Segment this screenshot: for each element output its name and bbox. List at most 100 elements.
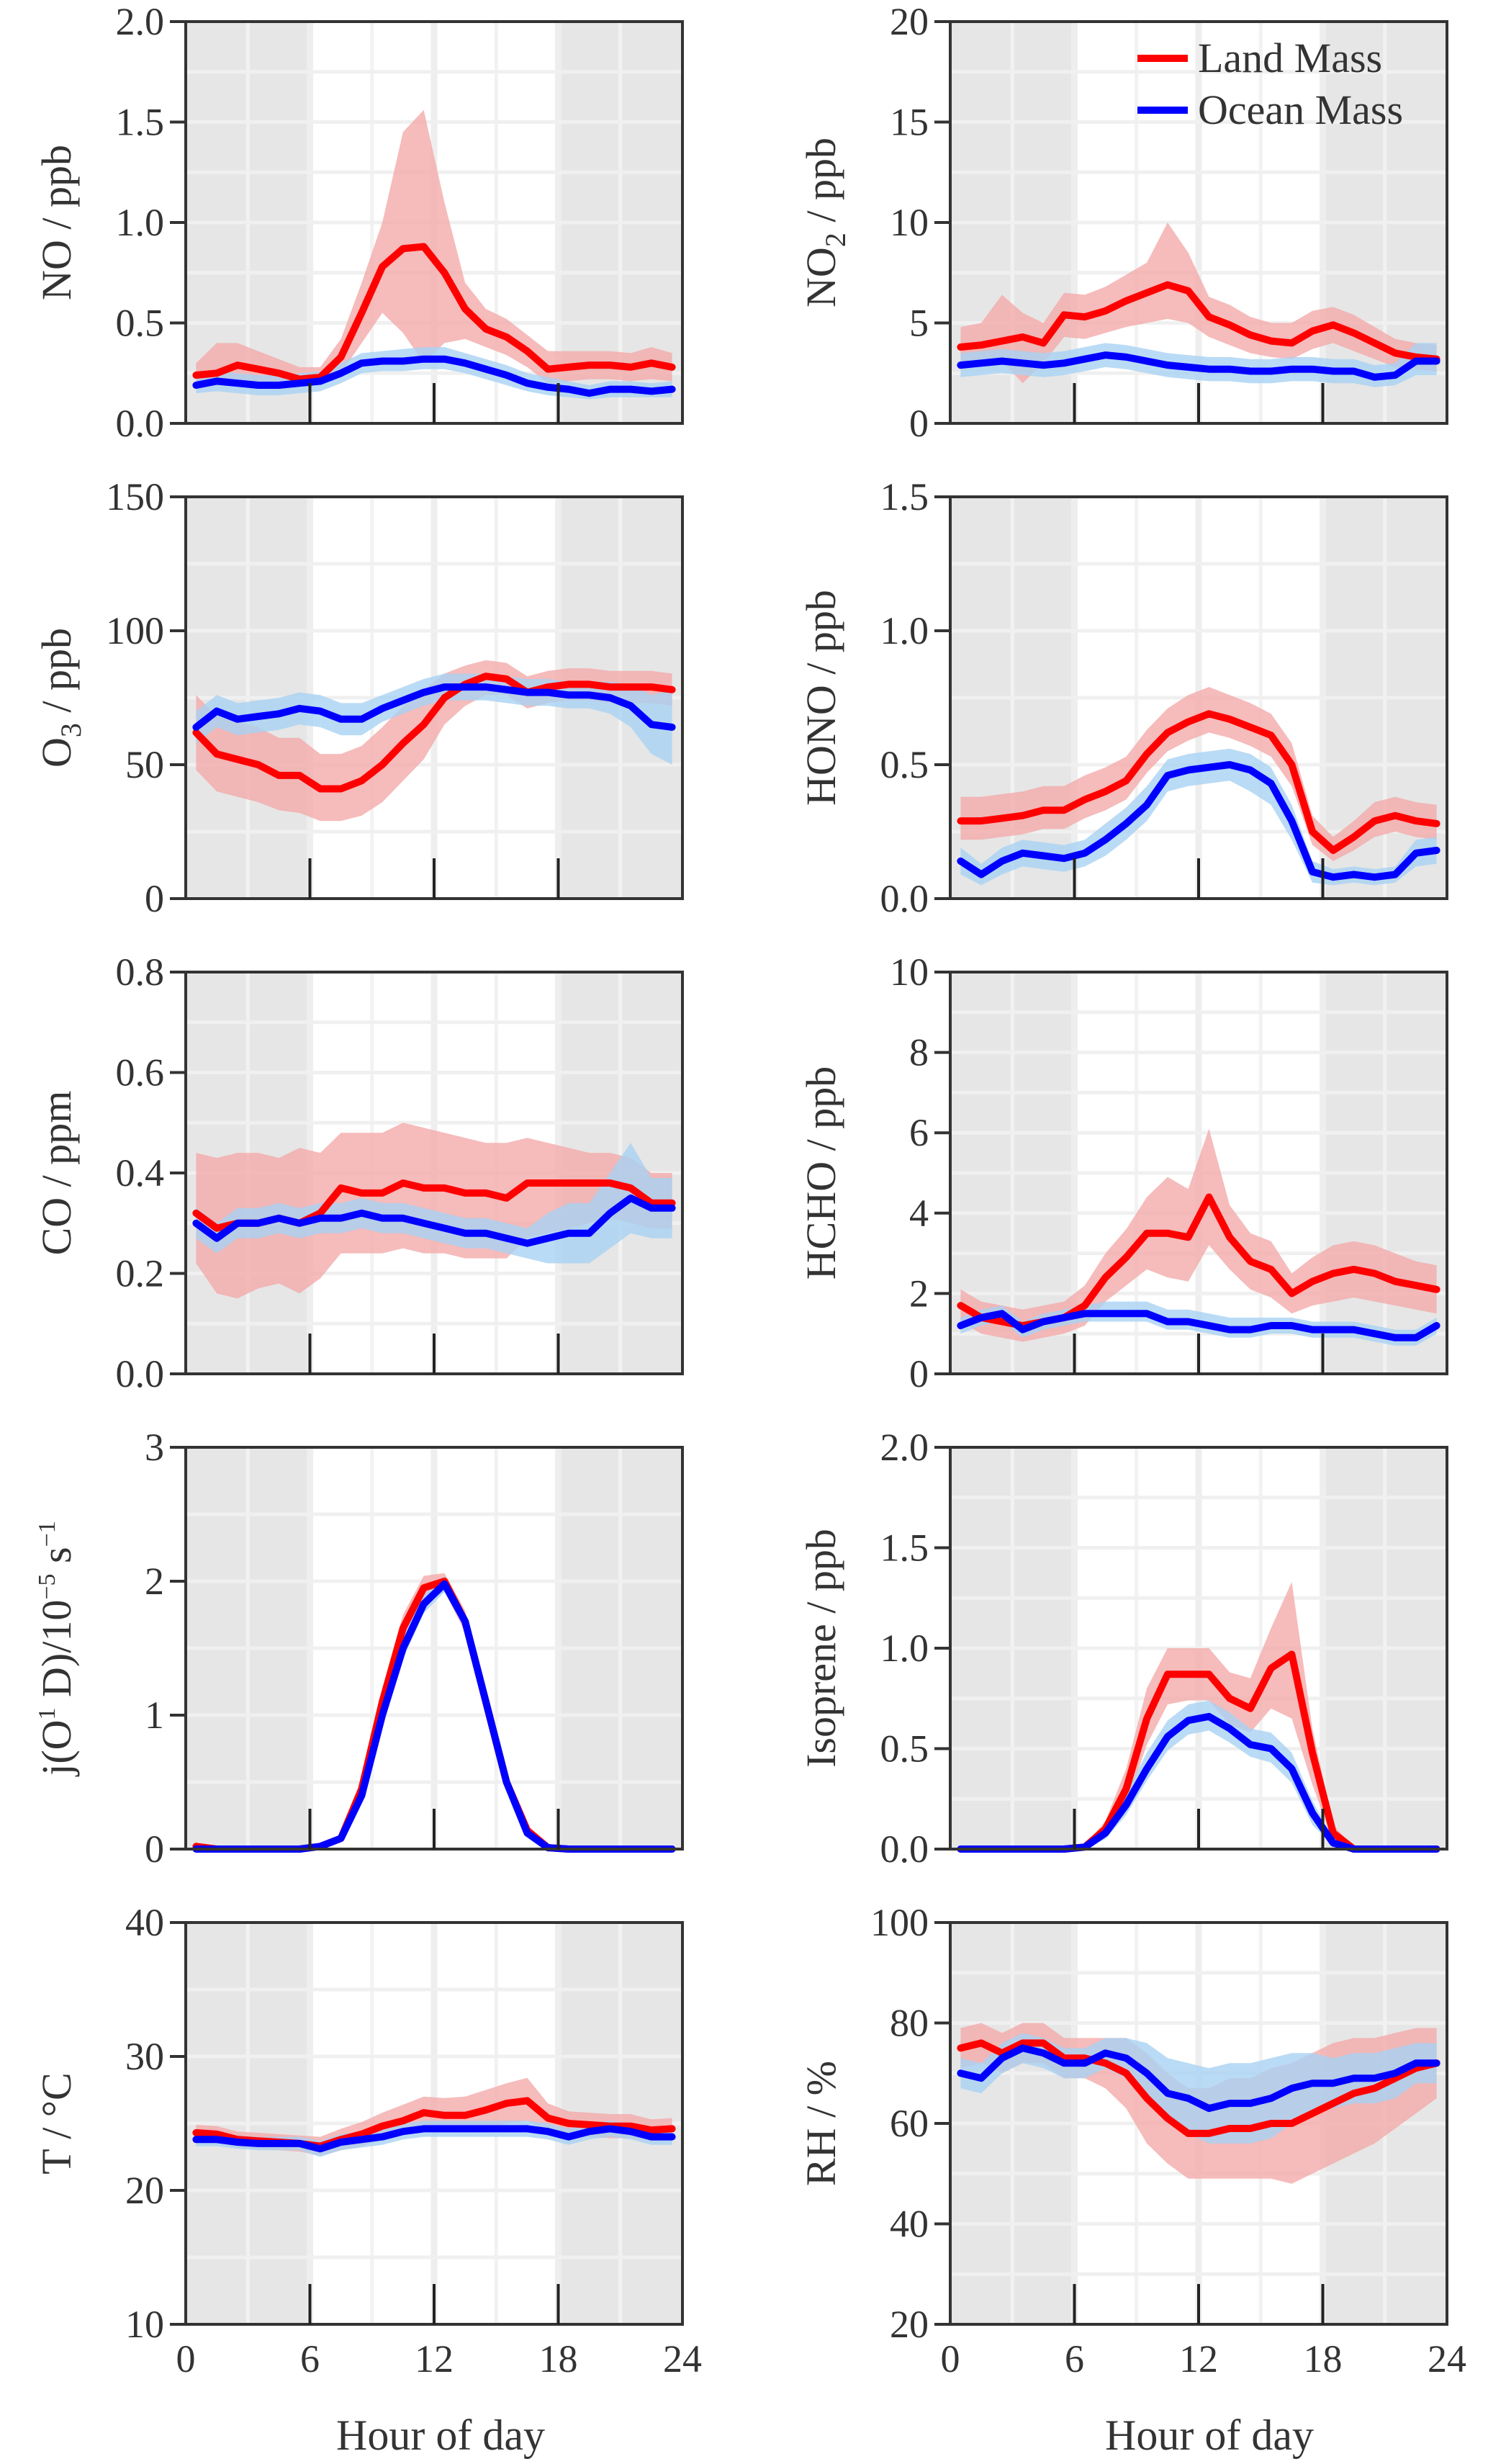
band-HCHO-land-mass [960,1128,1437,1342]
y-tick-label-NO2-3: 15 [890,101,929,144]
panel-CO: 0.0 0.2 0.4 0.6 0.8 CO / ppm [33,950,684,1395]
y-axis-label-HCHO: HCHO / ppb [798,1066,844,1280]
y-tick-label-NO-3: 1.5 [116,101,165,144]
y-tick-label-HONO-3: 1.5 [880,475,929,518]
panel-O3: 0 50 100 150 O3 / ppb [33,475,684,920]
y-tick-label-CO-0: 0.0 [116,1352,165,1395]
band-Isoprene-ocean-mass [960,1700,1437,1849]
y-tick-label-T-1: 20 [125,2169,164,2212]
series-line-O3-ocean-mass [192,683,676,731]
panel-NO2: 0 5 10 15 20 NO2 / ppb [798,0,1448,445]
y-tick-label-Isoprene-4: 2.0 [880,1426,929,1469]
x-tick-label-RH-2: 12 [1179,2337,1218,2380]
panel-jO1D: 0 1 2 3 j(O1 D)/10−5 s−1 [33,1426,684,1871]
y-tick-label-NO2-4: 20 [890,0,929,43]
y-tick-label-O3-0: 0 [145,877,164,920]
band-NO-land-mass [196,109,672,387]
y-tick-label-jO1D-1: 1 [145,1694,164,1737]
band-HONO-land-mass [960,687,1437,861]
x-tick-label-T-3: 18 [539,2337,578,2380]
y-tick-label-Isoprene-2: 1.0 [880,1627,929,1670]
x-tick-label-RH-3: 18 [1304,2337,1343,2380]
y-tick-label-NO-0: 0.0 [116,402,165,445]
y-tick-label-HCHO-5: 10 [890,950,929,994]
y-tick-label-HCHO-0: 0 [909,1352,929,1395]
series-line-HONO-land-mass [957,710,1440,854]
legend: Land Mass Ocean Mass [1137,35,1403,133]
y-tick-label-NO-2: 1.0 [116,201,165,244]
panel-HCHO: 0 2 4 6 8 10 HCHO / ppb [798,950,1448,1395]
y-axis-label-RH: RH / % [798,2061,844,2186]
y-tick-label-O3-2: 100 [106,609,164,652]
y-axis-label-jO1D: j(O1 D)/10−5 s−1 [33,1521,80,1777]
y-tick-label-Isoprene-1: 0.5 [880,1727,929,1771]
y-tick-label-O3-1: 50 [125,743,164,786]
series-line-NO-land-mass [192,243,676,383]
y-tick-label-T-2: 30 [125,2035,164,2078]
y-tick-label-T-0: 10 [125,2303,164,2346]
y-tick-label-Isoprene-0: 0.0 [880,1827,929,1871]
y-tick-label-T-3: 40 [125,1901,164,1944]
y-tick-label-NO2-2: 10 [890,201,929,244]
x-tick-label-T-4: 24 [663,2337,702,2380]
series-line-O3-land-mass [192,673,676,793]
y-tick-label-RH-4: 100 [870,1901,929,1944]
y-tick-label-CO-3: 0.6 [116,1051,165,1094]
y-tick-label-CO-2: 0.4 [116,1151,165,1195]
legend-label-land-mass: Land Mass [1198,35,1382,81]
panel-NO: 0.0 0.5 1.0 1.5 2.0 NO / ppb [33,0,684,445]
y-tick-label-HONO-0: 0.0 [880,877,929,920]
y-tick-label-HONO-2: 1.0 [880,609,929,652]
y-tick-label-CO-1: 0.2 [116,1252,165,1295]
panel-Isoprene: 0.0 0.5 1.0 1.5 2.0 Isoprene / ppb [798,1426,1448,1871]
series-line-RH-land-mass [957,2039,1440,2137]
x-tick-label-RH-4: 24 [1428,2337,1466,2380]
y-tick-label-HONO-1: 0.5 [880,743,929,786]
y-tick-label-HCHO-3: 6 [909,1111,929,1154]
y-tick-label-RH-2: 60 [890,2102,929,2145]
band-CO-ocean-mass [196,1143,672,1264]
y-tick-label-Isoprene-3: 1.5 [880,1526,929,1570]
y-tick-label-RH-3: 80 [890,2002,929,2045]
panel-T: 10 20 30 40 0 6 12 18 24 T / °C [33,1901,702,2380]
y-tick-label-RH-0: 20 [890,2303,929,2346]
series-line-NO-ocean-mass [192,355,676,397]
series-line-NO2-ocean-mass [957,351,1440,381]
series-line-T-ocean-mass [192,2125,676,2153]
x-tick-label-RH-0: 0 [941,2337,960,2380]
y-axis-label-NO: NO / ppb [33,145,80,300]
y-axis-label-NO2: NO2 / ppb [798,138,852,307]
y-tick-label-HCHO-4: 8 [909,1031,929,1074]
panel-HONO: 0.0 0.5 1.0 1.5 HONO / ppb [798,475,1448,920]
series-line-RH-ocean-mass [957,2044,1440,2113]
y-axis-label-T: T / °C [33,2072,80,2174]
x-tick-label-T-0: 0 [176,2337,196,2380]
x-tick-label-RH-1: 6 [1065,2337,1084,2380]
series-line-NO2-land-mass [957,281,1440,363]
y-tick-label-RH-1: 40 [890,2203,929,2246]
y-axis-label-CO: CO / ppm [33,1091,80,1256]
y-axis-label-O3: O3 / ppb [33,628,87,768]
y-tick-label-CO-4: 0.8 [116,950,165,994]
y-tick-label-HCHO-2: 4 [909,1192,929,1235]
x-axis-label-right: Hour of day [1105,2411,1314,2459]
y-tick-label-NO2-1: 5 [909,302,929,345]
y-tick-label-jO1D-3: 3 [145,1426,164,1469]
y-tick-label-jO1D-0: 0 [145,1827,164,1871]
y-axis-label-HONO: HONO / ppb [798,590,844,806]
x-axis-label-left: Hour of day [336,2411,545,2459]
x-tick-label-T-2: 12 [415,2337,454,2380]
series-line-HCHO-ocean-mass [957,1310,1440,1341]
y-tick-label-HCHO-1: 2 [909,1272,929,1315]
y-tick-label-O3-3: 150 [106,475,164,518]
series-line-CO-ocean-mass [192,1194,676,1247]
panel-RH: 20 40 60 80 100 0 6 12 18 24 RH / % [798,1901,1466,2380]
y-tick-label-NO-4: 2.0 [116,0,165,43]
series-line-HONO-ocean-mass [957,761,1440,881]
y-tick-label-NO-1: 0.5 [116,302,165,345]
y-axis-label-Isoprene: Isoprene / ppb [798,1529,844,1768]
y-tick-label-NO2-0: 0 [909,402,929,445]
legend-label-ocean-mass: Ocean Mass [1198,86,1403,133]
y-tick-label-jO1D-2: 2 [145,1560,164,1603]
